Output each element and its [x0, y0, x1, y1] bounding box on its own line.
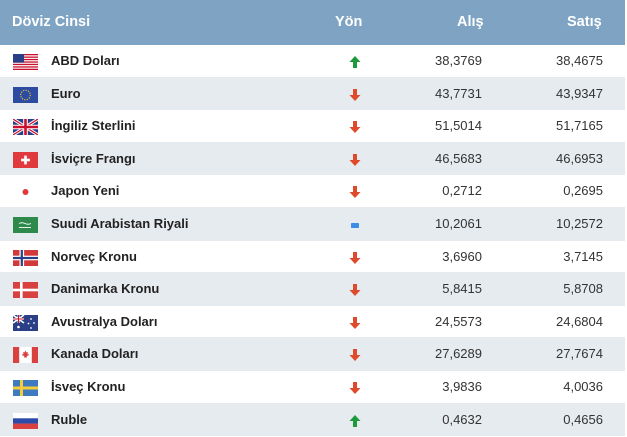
arrow-up-icon [348, 55, 362, 69]
buy-rate: 10,2061 [435, 215, 482, 231]
au-flag-icon [13, 314, 38, 331]
table-body: ABD Doları 38,3769 38,4675 Euro 43,7731 43,93… [0, 45, 625, 437]
currency-name: Suudi Arabistan Riyali [51, 215, 189, 231]
table-row[interactable]: Japon Yeni 0,2712 0,2695 [0, 175, 625, 208]
arrow-down-icon [348, 316, 362, 330]
table-row[interactable]: Ruble 0,4632 0,4656 [0, 403, 625, 437]
sell-rate: 4,0036 [563, 378, 603, 394]
arrow-down-icon [348, 153, 362, 167]
table-row[interactable]: İsveç Kronu 3,9836 4,0036 [0, 371, 625, 404]
arrow-down-icon [348, 120, 362, 134]
header-currency: Döviz Cinsi [12, 14, 91, 30]
arrow-down-icon [348, 283, 362, 297]
buy-rate: 43,7731 [435, 85, 482, 101]
ca-flag-icon [13, 347, 38, 364]
buy-rate: 27,6289 [435, 346, 482, 362]
sell-rate: 43,9347 [556, 85, 603, 101]
ch-flag-icon [13, 151, 38, 168]
buy-rate: 38,3769 [435, 53, 482, 68]
jp-flag-icon [13, 184, 38, 201]
table-row[interactable]: ABD Doları 38,3769 38,4675 [0, 45, 625, 78]
currency-name: Kanada Doları [51, 346, 139, 362]
table-header: Döviz Cinsi Yön Alış Satış [0, 0, 625, 45]
table-row[interactable]: İsviçre Frangı 46,5683 46,6953 [0, 142, 625, 176]
header-sell: Satış [567, 14, 602, 30]
us-flag-icon [13, 54, 38, 70]
table-row[interactable]: Suudi Arabistan Riyali 10,2061 10,2572 [0, 207, 625, 241]
dk-flag-icon [13, 282, 38, 299]
currency-name: Norveç Kronu [51, 248, 137, 264]
table-row[interactable]: Euro 43,7731 43,9347 [0, 77, 625, 111]
no-change-icon [348, 218, 362, 232]
gb-flag-icon [13, 119, 38, 136]
table-row[interactable]: İngiliz Sterlini 51,5014 51,7165 [0, 110, 625, 143]
currency-name: ABD Doları [51, 53, 120, 68]
buy-rate: 46,5683 [435, 150, 482, 166]
header-buy: Alış [457, 14, 484, 30]
sell-rate: 38,4675 [556, 53, 603, 68]
arrow-up-icon [348, 414, 362, 428]
arrow-down-icon [348, 88, 362, 102]
sell-rate: 27,7674 [556, 346, 603, 362]
sell-rate: 10,2572 [556, 215, 603, 231]
arrow-down-icon [348, 381, 362, 395]
no-flag-icon [13, 249, 38, 266]
currency-name: İsviçre Frangı [51, 150, 136, 166]
buy-rate: 0,2712 [442, 183, 482, 199]
sell-rate: 24,6804 [556, 313, 603, 329]
buy-rate: 3,9836 [442, 378, 482, 394]
currency-name: Euro [51, 85, 81, 101]
currency-name: Danimarka Kronu [51, 281, 160, 297]
header-direction: Yön [335, 14, 363, 30]
eu-flag-icon [13, 86, 38, 103]
se-flag-icon [13, 379, 38, 396]
arrow-down-icon [348, 348, 362, 362]
table-row[interactable]: Danimarka Kronu 5,8415 5,8708 [0, 273, 625, 306]
currency-name: Ruble [51, 411, 88, 427]
sell-rate: 5,8708 [563, 281, 603, 297]
buy-rate: 51,5014 [435, 118, 482, 134]
sell-rate: 51,7165 [556, 118, 603, 134]
sa-flag-icon [13, 216, 38, 233]
ru-flag-icon [13, 412, 38, 429]
currency-name: Avustralya Doları [51, 313, 158, 329]
table-row[interactable]: Norveç Kronu 3,6960 3,7145 [0, 241, 625, 274]
sell-rate: 3,7145 [563, 248, 603, 264]
currency-name: Japon Yeni [51, 183, 120, 199]
buy-rate: 3,6960 [442, 248, 482, 264]
arrow-down-icon [348, 185, 362, 199]
table-row[interactable]: Kanada Doları 27,6289 27,7674 [0, 338, 625, 371]
sell-rate: 46,6953 [556, 150, 603, 166]
sell-rate: 0,2695 [563, 183, 603, 199]
arrow-down-icon [348, 251, 362, 265]
table-row[interactable]: Avustralya Doları 24,5573 24,6804 [0, 306, 625, 339]
buy-rate: 24,5573 [435, 313, 482, 329]
currency-name: İngiliz Sterlini [51, 118, 136, 134]
buy-rate: 5,8415 [442, 281, 482, 297]
sell-rate: 0,4656 [563, 411, 603, 427]
buy-rate: 0,4632 [442, 411, 482, 427]
currency-name: İsveç Kronu [51, 378, 126, 394]
